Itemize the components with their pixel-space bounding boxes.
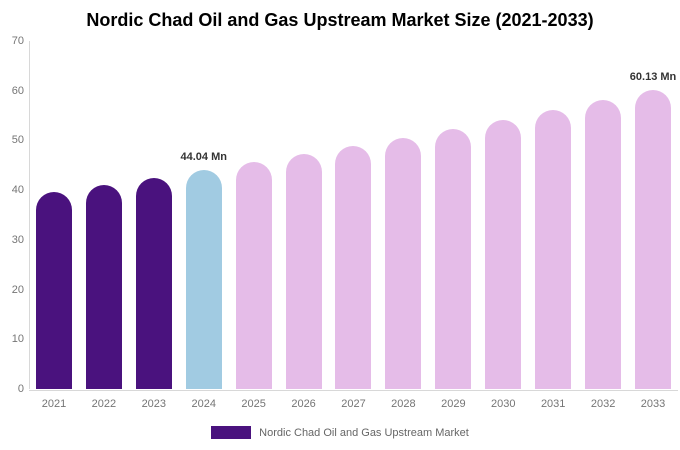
x-axis-tick-labels: 2021 2022 2023 2024 2025 2026 2027 2028 2029 2030…: [29, 398, 678, 410]
bar-column-2029: [428, 41, 478, 389]
y-axis-tick-label: 40: [11, 184, 24, 197]
bar-column-2025: [229, 41, 279, 389]
x-axis-tick-label: 2031: [540, 398, 566, 410]
y-axis-tick-label: 10: [11, 333, 24, 346]
x-axis-tick-label: 2021: [41, 398, 67, 410]
y-axis-tick-label: 50: [11, 134, 24, 147]
legend-swatch[interactable]: [211, 426, 252, 439]
bar-2027: [335, 146, 372, 389]
x-axis-tick-label: 2030: [491, 398, 516, 410]
bar-2033: [635, 90, 672, 389]
bar-column-2021: [29, 41, 79, 389]
y-axis-tick-label: 70: [11, 35, 24, 47]
x-axis-tick-label: 2032: [590, 398, 616, 410]
chart-title: Nordic Chad Oil and Gas Upstream Market …: [86, 10, 594, 30]
y-axis-tick-label: 60: [11, 84, 24, 97]
y-axis-line: [29, 41, 30, 389]
bar-column-2031: [528, 41, 578, 389]
plot-area: 44.04 Mn 60.13 Mn: [29, 41, 678, 389]
bar-column-2033: 60.13 Mn: [628, 41, 678, 389]
bar-column-2022: [79, 41, 129, 389]
x-axis-tick-label: 2028: [391, 398, 416, 410]
bar-2029: [435, 129, 472, 389]
bar-column-2027: [329, 41, 379, 389]
x-axis-tick-label: 2025: [241, 398, 266, 410]
y-axis-tick-label: 20: [11, 283, 24, 296]
bar-2025: [235, 162, 272, 389]
x-axis-tick-label: 2023: [141, 398, 167, 410]
x-axis-tick-label: 2027: [341, 398, 366, 410]
x-axis-baseline: [29, 390, 678, 391]
bar-column-2026: [279, 41, 329, 389]
bar-2031: [535, 110, 572, 389]
bar-2028: [385, 138, 422, 389]
legend: Nordic Chad Oil and Gas Upstream Market: [0, 426, 680, 439]
x-axis-tick-label: 2024: [191, 398, 216, 410]
bar-2026: [285, 154, 322, 389]
bar-2030: [485, 120, 522, 389]
y-axis-tick-label: 0: [17, 383, 24, 395]
bar-2032: [585, 100, 622, 389]
x-axis-tick-label: 2029: [441, 398, 466, 410]
bar-2024: [185, 170, 222, 389]
bar-value-label: 60.13 Mn: [629, 71, 677, 83]
x-axis-tick-label: 2022: [91, 398, 117, 410]
bar-2021: [35, 192, 72, 389]
bar-column-2028: [378, 41, 428, 389]
bar-column-2023: [129, 41, 179, 389]
x-axis-tick-label: 2033: [640, 398, 666, 410]
y-axis-tick-label: 30: [11, 233, 24, 246]
bar-column-2030: [478, 41, 528, 389]
x-axis-tick-label: 2026: [291, 398, 316, 410]
legend-label[interactable]: Nordic Chad Oil and Gas Upstream Market: [259, 426, 469, 439]
bar-value-label: 44.04 Mn: [180, 151, 227, 163]
bar-column-2024: 44.04 Mn: [179, 41, 229, 389]
bar-2023: [135, 178, 172, 389]
bar-column-2032: [578, 41, 628, 389]
bar-2022: [85, 185, 122, 389]
